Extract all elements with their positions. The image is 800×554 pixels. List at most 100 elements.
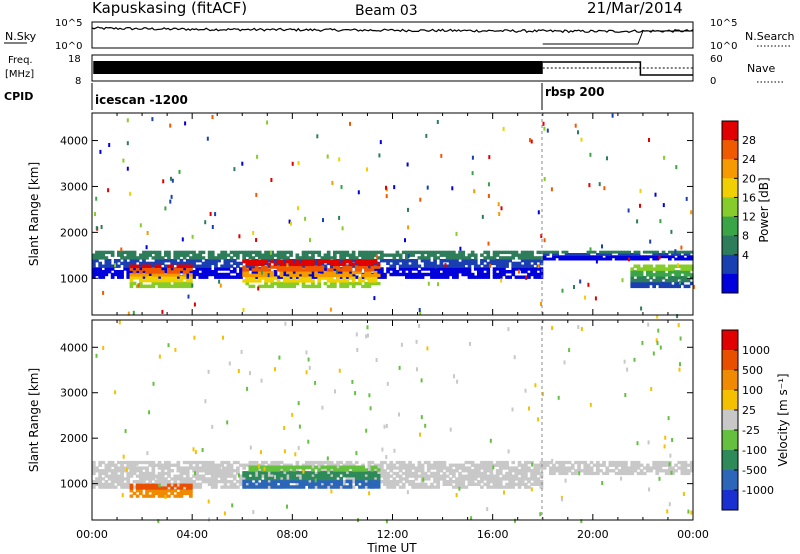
echo-cell	[295, 273, 300, 278]
echo-cell	[148, 486, 152, 490]
echo-cell	[406, 162, 409, 167]
echo-cell	[170, 259, 174, 263]
echo-cell	[455, 261, 459, 266]
echo-cell	[539, 272, 544, 277]
echo-cell	[467, 261, 472, 266]
echo-cell	[458, 256, 462, 260]
echo-cell	[608, 257, 613, 261]
echo-cell	[339, 273, 343, 278]
echo-cell	[433, 477, 437, 481]
echo-cell	[364, 250, 368, 255]
echo-cell	[524, 253, 528, 257]
colorbar-tick-label: 16	[742, 191, 756, 204]
echo-cell	[520, 482, 525, 486]
echo-cell	[530, 250, 534, 255]
echo-cell	[683, 264, 688, 268]
colorbar-swatch	[722, 121, 738, 141]
echo-cell	[373, 270, 378, 275]
echo-cell	[383, 275, 387, 279]
echo-cell	[167, 253, 171, 257]
echo-cell	[217, 253, 221, 257]
echo-cell	[210, 250, 215, 255]
echo-cell	[680, 469, 685, 473]
echo-cell	[132, 273, 137, 277]
echo-cell	[201, 250, 206, 255]
colorbar-swatch	[722, 470, 738, 491]
echo-cell	[351, 253, 356, 257]
echo-cell	[520, 480, 525, 484]
echo-cell	[145, 491, 149, 496]
echo-cell	[367, 471, 372, 475]
echo-cell	[126, 261, 131, 266]
echo-cell	[145, 250, 149, 255]
echo-cell	[354, 261, 359, 266]
colorbar-tick-label: -1000	[742, 484, 774, 497]
echo-cell	[398, 412, 400, 417]
echo-cell	[286, 468, 290, 472]
echo-cell	[214, 272, 218, 277]
echo-cell	[242, 466, 246, 470]
echo-cell	[633, 469, 638, 473]
echo-cell	[381, 447, 384, 452]
echo-cell	[192, 259, 196, 263]
echo-cell	[342, 471, 347, 475]
echo-cell	[292, 485, 296, 489]
echo-cell	[621, 460, 625, 465]
echo-cell	[342, 474, 347, 478]
echo-cell	[264, 270, 268, 275]
echo-cell	[276, 265, 281, 269]
echo-cell	[524, 482, 528, 486]
echo-cell	[123, 261, 127, 266]
echo-cell	[157, 460, 162, 465]
echo-cell	[445, 474, 450, 478]
echo-cell	[214, 485, 218, 489]
echo-cell	[120, 474, 124, 478]
echo-cell	[527, 460, 531, 465]
echo-cell	[611, 460, 616, 465]
echo-cell	[261, 460, 265, 465]
echo-cell	[370, 250, 375, 255]
echo-cell	[308, 476, 312, 481]
echo-cell	[534, 383, 537, 388]
echo-cell	[117, 275, 121, 279]
echo-cell	[467, 272, 472, 277]
echo-cell	[173, 284, 178, 289]
echo-cell	[104, 270, 109, 274]
echo-cell	[411, 466, 415, 470]
echo-cell	[417, 466, 422, 470]
colorbar-tick-label: -500	[742, 464, 767, 477]
echo-cell	[314, 284, 318, 289]
echo-cell	[683, 469, 688, 473]
echo-cell	[267, 262, 271, 267]
echo-cell	[633, 257, 638, 261]
echo-cell	[239, 261, 243, 266]
echo-cell	[437, 282, 439, 287]
echo-cell	[151, 494, 156, 498]
echo-cell	[574, 255, 578, 259]
echo-cell	[107, 460, 112, 465]
echo-cell	[448, 270, 453, 274]
echo-cell	[314, 474, 318, 478]
echo-cell	[264, 268, 268, 272]
echo-cell	[282, 474, 287, 478]
echo-cell	[242, 253, 246, 257]
echo-cell	[370, 262, 375, 267]
echo-cell	[436, 460, 440, 465]
echo-cell	[305, 350, 308, 355]
echo-cell	[323, 471, 328, 475]
echo-cell	[151, 267, 156, 271]
echo-cell	[669, 453, 672, 458]
echo-cell	[185, 486, 190, 490]
echo-cell	[286, 471, 290, 475]
echo-cell	[164, 480, 168, 484]
echo-cell	[642, 471, 647, 476]
echo-cell	[195, 272, 199, 277]
echo-cell	[507, 449, 510, 454]
echo-cell	[126, 256, 131, 260]
echo-cell	[452, 469, 456, 473]
echo-cell	[192, 250, 196, 255]
echo-cell	[364, 259, 368, 264]
echo-cell	[502, 477, 506, 481]
echo-cell	[495, 253, 500, 257]
echo-cell	[661, 281, 666, 286]
